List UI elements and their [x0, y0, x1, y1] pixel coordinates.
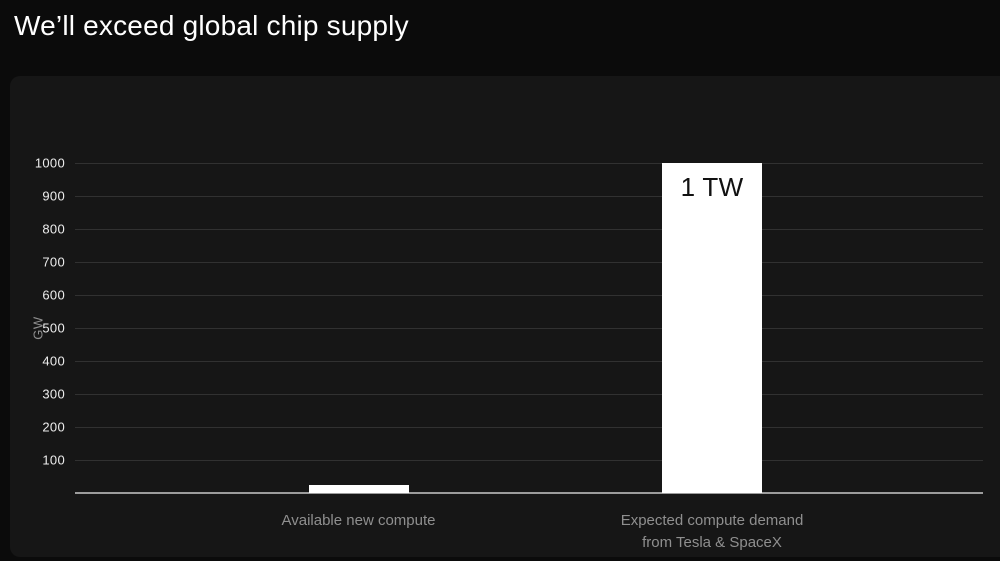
gridline-800	[75, 229, 983, 230]
category-label-available-new-compute: Available new compute	[281, 512, 436, 529]
category-label-expected-compute-demand: Expected compute demand from Tesla & Spa…	[620, 512, 804, 551]
y-tick-800: 800	[42, 221, 65, 237]
y-tick-600: 600	[42, 287, 65, 303]
y-tick-300: 300	[42, 386, 65, 402]
bar-value-label-expected-compute-demand: 1 TW	[680, 172, 744, 202]
gridline-700	[75, 262, 983, 263]
gridline-300	[75, 394, 983, 395]
slide-title: We’ll exceed global chip supply	[14, 10, 409, 41]
gridline-1000	[75, 163, 983, 164]
y-tick-500: 500	[42, 320, 65, 336]
y-tick-400: 400	[42, 353, 65, 369]
gridline-400	[75, 361, 983, 362]
gridline-900	[75, 196, 983, 197]
y-tick-100: 100	[42, 452, 65, 468]
bar-expected-compute-demand: 1 TW	[662, 163, 762, 493]
gridline-500	[75, 328, 983, 329]
y-tick-700: 700	[42, 254, 65, 270]
gridline-100	[75, 460, 983, 461]
bar-chart: 100 200 300 400 500 600 700 800 900 1000 Available…	[10, 76, 1000, 557]
y-tick-200: 200	[42, 419, 65, 435]
x-axis-line	[75, 492, 983, 494]
gridline-200	[75, 427, 983, 428]
gridline-600	[75, 295, 983, 296]
chart-panel: GW 100 200 300 400 500 600 700 800 900 1000 Availa…	[10, 76, 1000, 557]
bar-available-new-compute	[308, 484, 409, 493]
y-tick-1000: 1000	[34, 155, 65, 171]
y-tick-900: 900	[42, 188, 65, 204]
